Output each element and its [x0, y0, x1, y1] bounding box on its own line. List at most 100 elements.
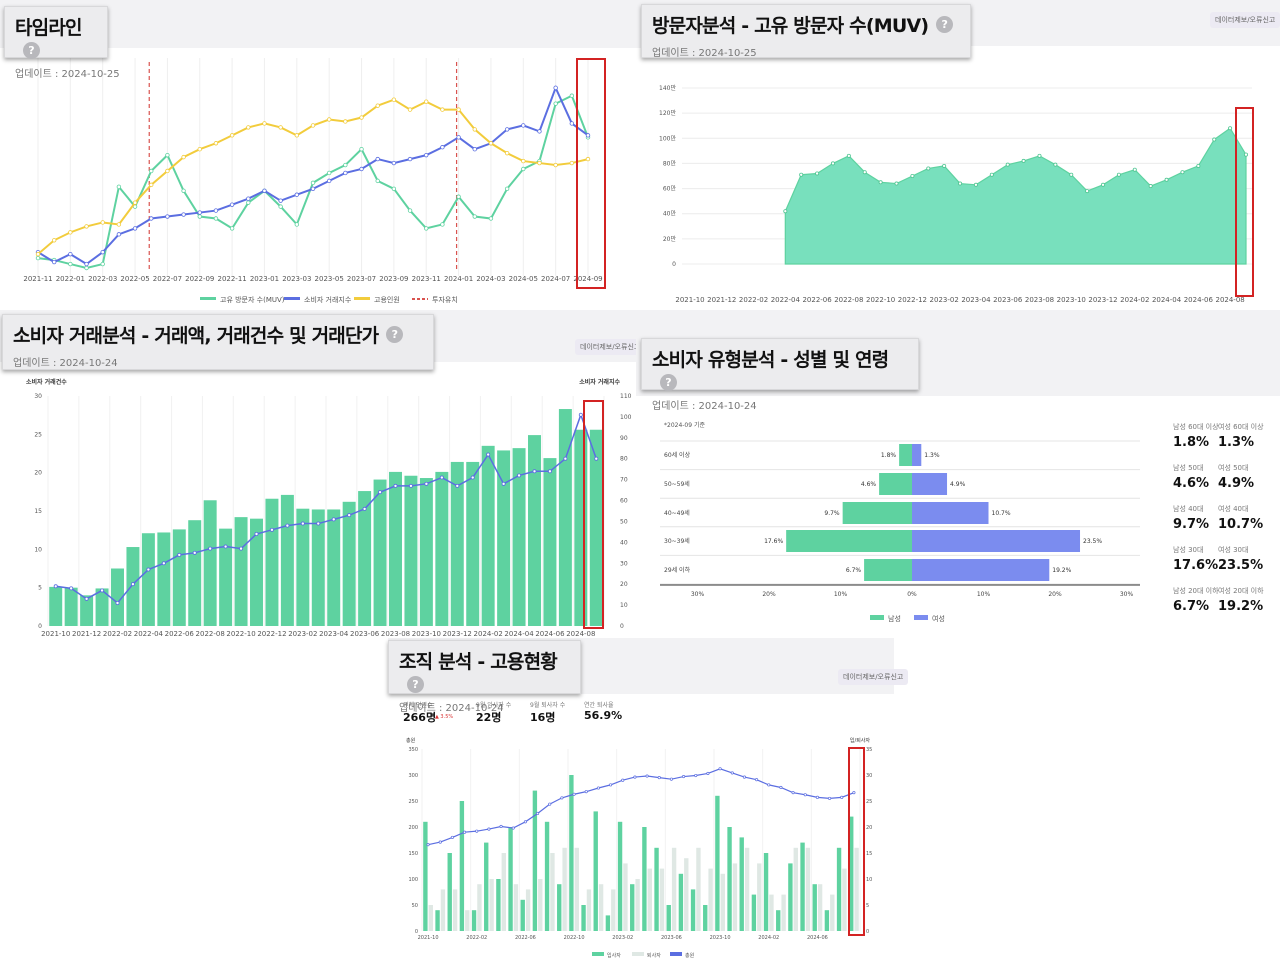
y-right-tick-label: 10	[866, 877, 872, 883]
hire-bar	[824, 910, 830, 931]
x-tick-label: 10%	[977, 591, 991, 598]
report-button[interactable]: 데이터제보/오류신고	[838, 669, 909, 685]
data-point	[532, 469, 537, 474]
data-point	[682, 775, 686, 779]
bar	[203, 500, 217, 626]
data-point	[569, 93, 575, 98]
x-tick-label: 2022-07	[153, 275, 182, 283]
help-icon[interactable]: ?	[407, 676, 424, 693]
data-point	[424, 99, 429, 104]
bar	[435, 471, 449, 626]
data-point	[669, 777, 673, 781]
hire-bar	[544, 821, 550, 931]
data-point	[229, 226, 235, 231]
data-point	[563, 456, 568, 461]
data-point	[803, 793, 807, 797]
bar	[111, 568, 124, 626]
data-point	[51, 259, 57, 265]
data-point	[1164, 177, 1169, 182]
x-tick-label: 2023-10	[1057, 296, 1086, 304]
legend-swatch	[200, 297, 216, 300]
data-point	[488, 216, 494, 221]
data-point	[536, 811, 540, 816]
data-point	[1228, 126, 1233, 131]
data-point	[1005, 162, 1010, 167]
x-tick-label: 2024-01	[444, 275, 473, 283]
x-tick-label: 2023-05	[315, 275, 344, 283]
consumer-title: 소비자 거래분석 - 거래액, 거래건수 및 거래단가	[13, 325, 379, 347]
leave-bar	[854, 847, 859, 931]
x-tick-label: 2022-04	[134, 630, 164, 638]
report-button[interactable]: 데이터제보/오류신고	[575, 339, 646, 355]
x-tick-label: 2021-10	[41, 630, 70, 638]
male-value: 1.8%	[881, 452, 897, 459]
kpi-label: 9월 퇴사자 수	[530, 702, 566, 709]
bar	[512, 448, 526, 626]
hire-bar	[630, 884, 635, 931]
y-right-tick-label: 100	[620, 414, 632, 421]
legend-label: 총원	[685, 952, 695, 959]
y-right-tick-label: 35	[866, 747, 872, 753]
female-bar	[912, 444, 922, 466]
x-tick-label: 2022-11	[217, 275, 246, 283]
summary-value: 4.6%	[1173, 476, 1210, 491]
x-tick-label: 2022-01	[56, 275, 85, 283]
female-bar	[912, 473, 948, 495]
help-icon[interactable]: ?	[936, 16, 954, 33]
bar	[296, 508, 310, 626]
hire-bar	[496, 879, 501, 931]
leave-bar	[574, 847, 579, 931]
series-line	[37, 98, 589, 255]
hire-bar	[800, 842, 805, 931]
report-button[interactable]: 데이터제보/오류신고	[1210, 12, 1280, 28]
kpi-value: 22명	[476, 711, 502, 724]
x-tick-label: 2022-08	[834, 296, 863, 304]
data-point	[310, 186, 316, 191]
data-point	[594, 456, 599, 461]
bar	[589, 429, 603, 626]
bar	[219, 528, 233, 626]
leave-bar	[659, 868, 665, 931]
data-point	[197, 210, 202, 215]
bar	[466, 461, 480, 626]
legend-label: 여성	[932, 614, 945, 623]
leave-bar	[562, 847, 567, 931]
data-point	[161, 561, 166, 566]
summary-value: 10.7%	[1218, 517, 1264, 532]
x-tick-label: 2023-07	[347, 275, 376, 283]
x-tick-label: 30%	[691, 591, 705, 598]
summary-value: 19.2%	[1218, 599, 1264, 614]
bar	[64, 587, 78, 626]
help-icon[interactable]: ?	[660, 374, 677, 391]
data-point	[910, 173, 915, 178]
legend-swatch	[914, 615, 928, 620]
muv-area	[784, 127, 1247, 265]
x-tick-label: 2024-04	[504, 630, 534, 638]
data-point	[146, 567, 151, 572]
legend-label: 고유 방문자 수(MUV)	[220, 295, 285, 304]
y-right-tick-label: 110	[620, 393, 632, 400]
timeline-title-box: 타임라인? 업데이트 : 2024-10-25	[4, 6, 120, 80]
data-point	[375, 178, 380, 184]
muv-panel: 0 20만 40만 60만 80만 100만 120만 140만 2021-10 2021-12 2…	[646, 46, 1278, 310]
x-tick-label: 2021-11	[23, 275, 52, 283]
summary-label: 남성 30대	[1173, 546, 1204, 554]
help-icon[interactable]: ?	[23, 42, 40, 59]
data-point	[706, 771, 710, 775]
data-point	[537, 160, 542, 166]
leave-bar	[538, 879, 543, 931]
bar	[373, 479, 387, 626]
help-icon[interactable]: ?	[386, 326, 404, 343]
data-point	[779, 785, 783, 790]
leave-bar	[611, 889, 616, 931]
category-label: 30~39세	[664, 537, 690, 545]
data-point	[455, 483, 460, 488]
summary-label: 남성 20대 이하	[1173, 587, 1219, 595]
y-tick-label: 40만	[663, 210, 677, 218]
right-axis-title: 입/퇴사자	[850, 737, 870, 744]
data-point	[424, 226, 429, 231]
org-chart: 총원 입/퇴사자 0 50 100 150 200 250 300 350 0 5 10 15 20 25 30…	[406, 737, 872, 959]
data-point	[755, 778, 759, 782]
data-point	[84, 261, 89, 267]
